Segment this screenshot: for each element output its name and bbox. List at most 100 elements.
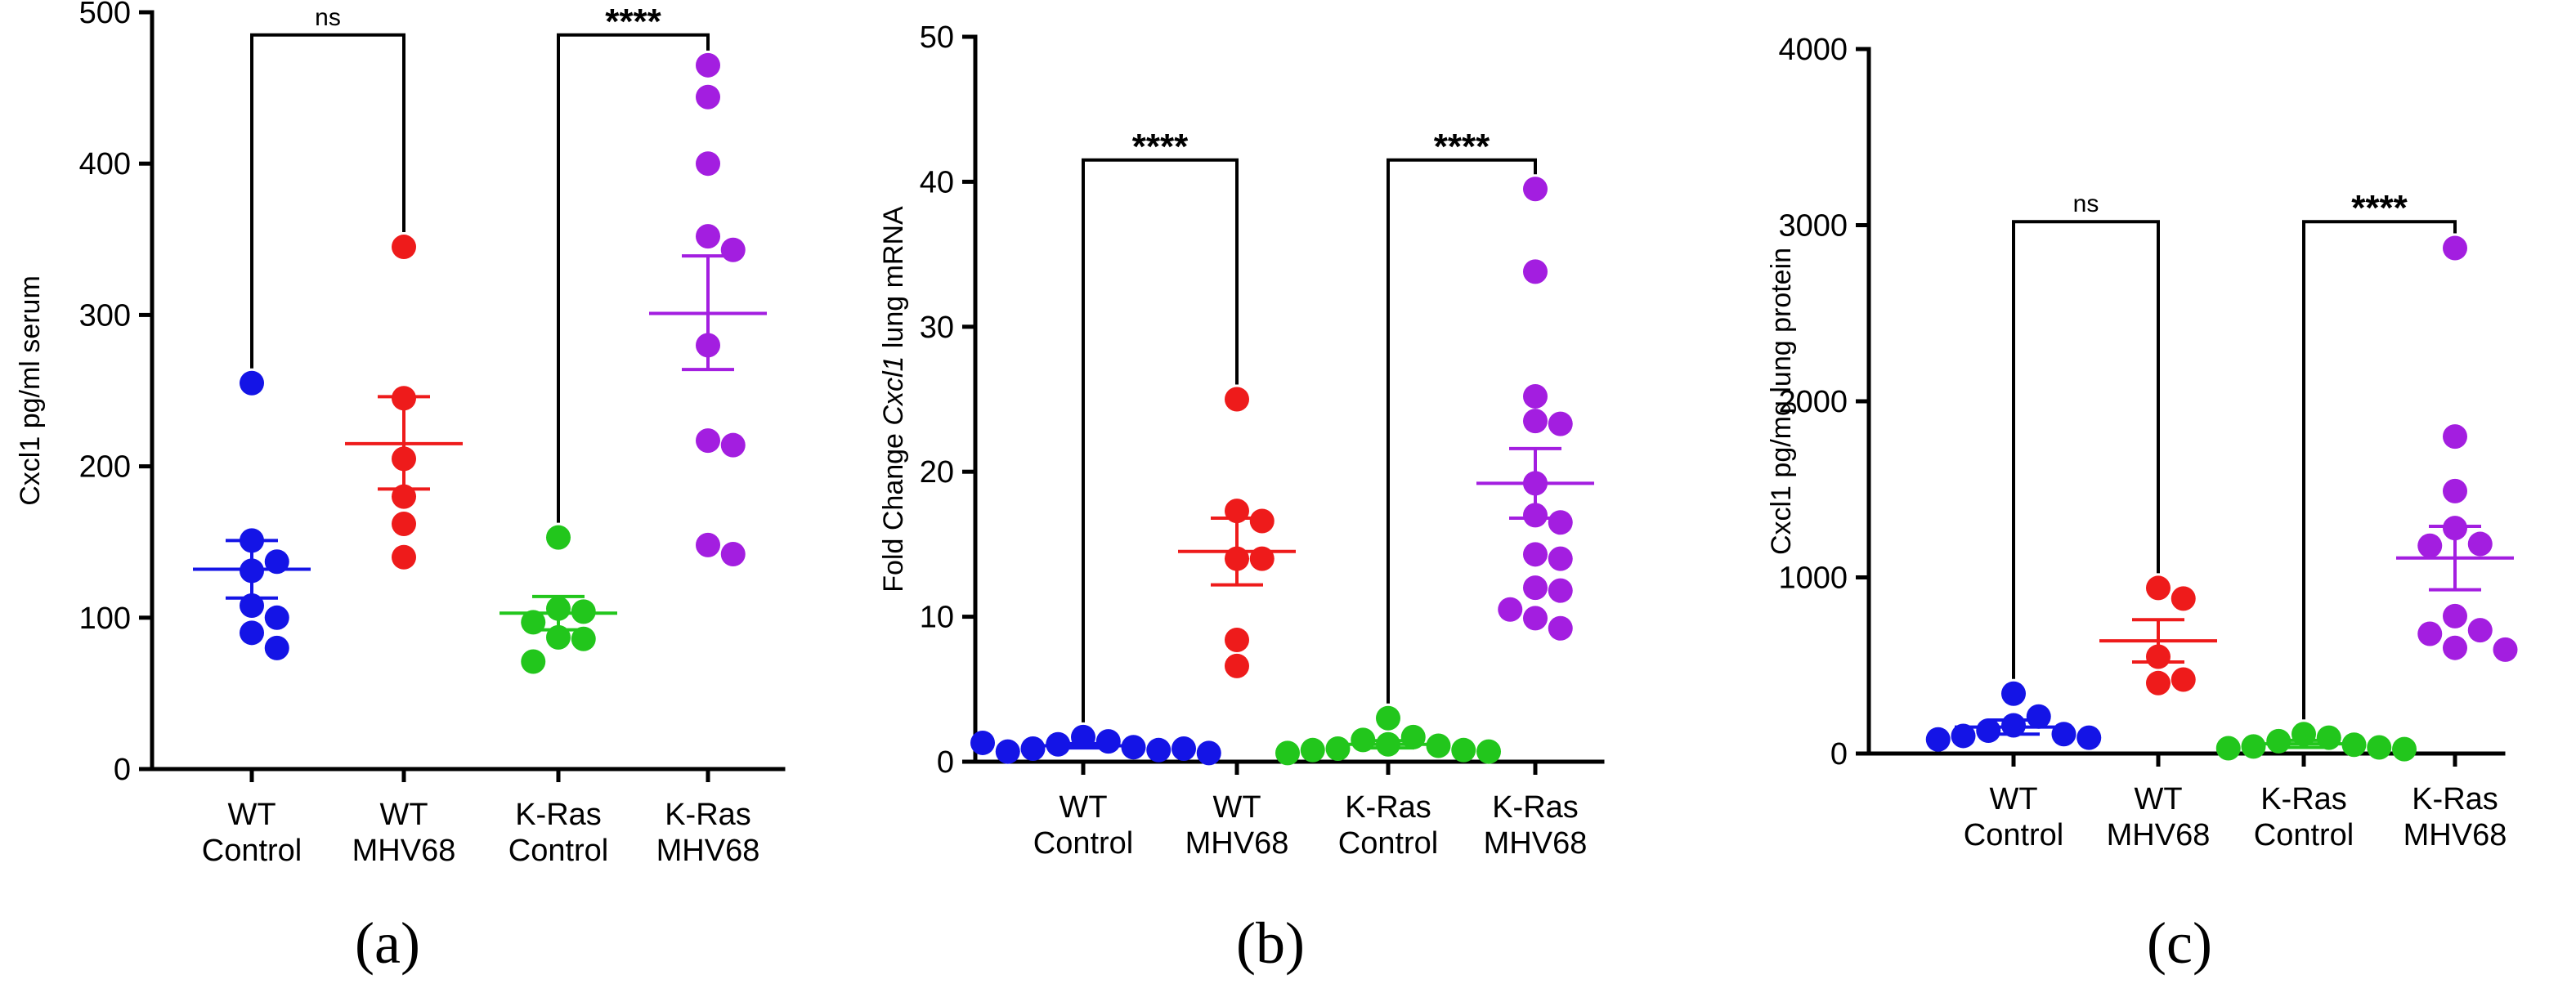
data-point bbox=[720, 432, 746, 458]
y-tick-label: 300 bbox=[79, 298, 131, 333]
significance-label: **** bbox=[1434, 127, 1490, 167]
data-point bbox=[392, 544, 416, 570]
y-ticks-c: 0 1000 2000 3000 4000 bbox=[1778, 33, 1869, 772]
data-point bbox=[392, 235, 416, 260]
data-point bbox=[546, 525, 571, 550]
data-point bbox=[696, 151, 720, 177]
data-point bbox=[696, 224, 720, 249]
data-point bbox=[2266, 728, 2292, 754]
data-point bbox=[1925, 727, 1951, 752]
data-points-c bbox=[1925, 235, 2518, 762]
y-tick-label: 50 bbox=[920, 20, 954, 55]
data-point bbox=[392, 484, 416, 509]
data-point bbox=[2215, 736, 2241, 761]
data-point bbox=[1951, 723, 1976, 749]
data-point bbox=[2292, 722, 2316, 747]
significance-label: **** bbox=[1132, 127, 1189, 167]
group-label-line2: Control bbox=[1338, 826, 1439, 861]
y-tick-label: 0 bbox=[1830, 737, 1848, 772]
data-point bbox=[2417, 621, 2443, 646]
y-ticks-b: 0 10 20 30 40 50 bbox=[920, 20, 975, 780]
data-point bbox=[720, 237, 746, 262]
data-point bbox=[1426, 733, 1451, 758]
data-point bbox=[1523, 575, 1548, 601]
data-point bbox=[2443, 635, 2467, 660]
data-point bbox=[2076, 725, 2102, 750]
y-tick-label: 20 bbox=[920, 455, 954, 490]
data-point bbox=[1275, 740, 1300, 766]
panel-label-a: (a) bbox=[355, 910, 420, 976]
y-tick-label: 0 bbox=[114, 753, 131, 787]
data-point bbox=[1976, 718, 2001, 743]
data-point bbox=[2443, 235, 2467, 261]
data-point bbox=[240, 620, 264, 646]
data-point bbox=[696, 428, 720, 454]
data-point bbox=[2171, 586, 2196, 611]
data-point bbox=[720, 542, 746, 567]
data-point bbox=[2316, 725, 2341, 750]
data-point bbox=[1476, 739, 1501, 764]
group-label-line2: MHV68 bbox=[2107, 818, 2211, 852]
data-point bbox=[571, 626, 596, 651]
data-point bbox=[1225, 627, 1249, 652]
data-point bbox=[696, 84, 720, 110]
group-label-line1: WT bbox=[227, 798, 276, 832]
data-point bbox=[2443, 603, 2467, 628]
y-tick-label: 100 bbox=[79, 602, 131, 636]
y-tick-label: 1000 bbox=[1778, 561, 1848, 596]
data-point bbox=[1095, 729, 1121, 754]
y-tick-label: 200 bbox=[79, 450, 131, 485]
data-point bbox=[1548, 510, 1573, 535]
data-point bbox=[2443, 478, 2467, 503]
data-point bbox=[240, 558, 264, 584]
data-point bbox=[1523, 471, 1548, 496]
significance-brackets-a: ns **** bbox=[250, 2, 710, 523]
significance-bracket bbox=[2302, 220, 2457, 720]
group-label-line1: WT bbox=[1212, 790, 1261, 825]
group-label-line2: MHV68 bbox=[656, 834, 760, 868]
data-point bbox=[1325, 736, 1351, 762]
data-point bbox=[264, 549, 289, 575]
group-label-line1: K-Ras bbox=[515, 798, 602, 832]
axes-a bbox=[150, 10, 786, 772]
data-point bbox=[240, 528, 264, 553]
data-point bbox=[1498, 597, 1523, 622]
data-point bbox=[1225, 546, 1249, 571]
data-point bbox=[1225, 653, 1249, 678]
data-point bbox=[1071, 724, 1095, 749]
data-point bbox=[2467, 618, 2493, 643]
data-point bbox=[1020, 736, 1046, 762]
panel-label-b: (b) bbox=[1236, 910, 1305, 976]
group-label-line1: WT bbox=[1059, 790, 1107, 825]
data-point bbox=[1548, 411, 1573, 436]
data-point bbox=[2146, 670, 2171, 696]
group-label-line1: WT bbox=[1989, 782, 2037, 816]
data-point bbox=[2493, 637, 2518, 662]
data-point bbox=[2001, 681, 2026, 706]
data-point bbox=[240, 593, 264, 618]
data-point bbox=[2241, 734, 2266, 759]
data-point bbox=[2392, 736, 2417, 762]
data-point bbox=[1249, 546, 1275, 571]
y-tick-label: 500 bbox=[79, 0, 131, 30]
data-point bbox=[696, 52, 720, 78]
data-point bbox=[1523, 503, 1548, 528]
data-point bbox=[521, 649, 546, 674]
data-point bbox=[1172, 736, 1196, 762]
significance-label: **** bbox=[605, 2, 661, 42]
data-point bbox=[1146, 737, 1172, 763]
data-point bbox=[1046, 731, 1071, 757]
data-point bbox=[264, 635, 289, 660]
data-point bbox=[2051, 722, 2076, 747]
axes-c bbox=[1866, 47, 2506, 756]
data-point bbox=[521, 610, 546, 635]
data-point bbox=[1523, 409, 1548, 434]
data-point bbox=[1225, 387, 1249, 412]
y-tick-label: 3000 bbox=[1778, 209, 1848, 244]
group-label-line2: MHV68 bbox=[352, 834, 456, 868]
data-points-b bbox=[970, 177, 1573, 766]
